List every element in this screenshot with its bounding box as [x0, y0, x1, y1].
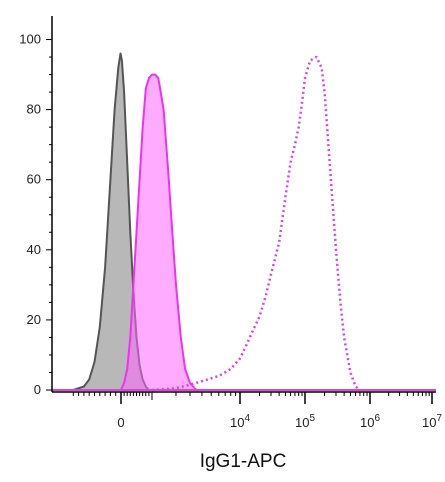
x-tick-exponent: 7: [436, 413, 442, 424]
axes: 0 20 40 60 80 100 0 104 105 106 107: [19, 16, 442, 430]
x-tick-exponent: 4: [244, 413, 250, 424]
y-tick-label: 40: [27, 242, 41, 257]
plot-area: [52, 52, 436, 392]
x-axis-title: IgG1-APC: [200, 451, 287, 472]
x-tick-label: 0: [117, 415, 124, 430]
y-tick-label: 100: [19, 32, 41, 47]
y-tick-label: 20: [27, 312, 41, 327]
y-tick-label: 80: [27, 102, 41, 117]
x-tick-exponent: 5: [309, 413, 315, 424]
x-tick-label: 106: [360, 413, 380, 430]
x-tick-label: 104: [230, 413, 250, 430]
x-tick-exponent: 6: [374, 413, 380, 424]
y-tick-label: 60: [27, 172, 41, 187]
x-tick-label: 105: [295, 413, 315, 430]
histogram-fill-1: [73, 53, 149, 390]
y-tick-label: 0: [34, 382, 41, 397]
x-tick-label: 107: [422, 413, 442, 430]
histogram-fill-2: [121, 74, 197, 390]
histogram-line-3: [151, 55, 361, 392]
histogram-line-2: [120, 73, 198, 391]
